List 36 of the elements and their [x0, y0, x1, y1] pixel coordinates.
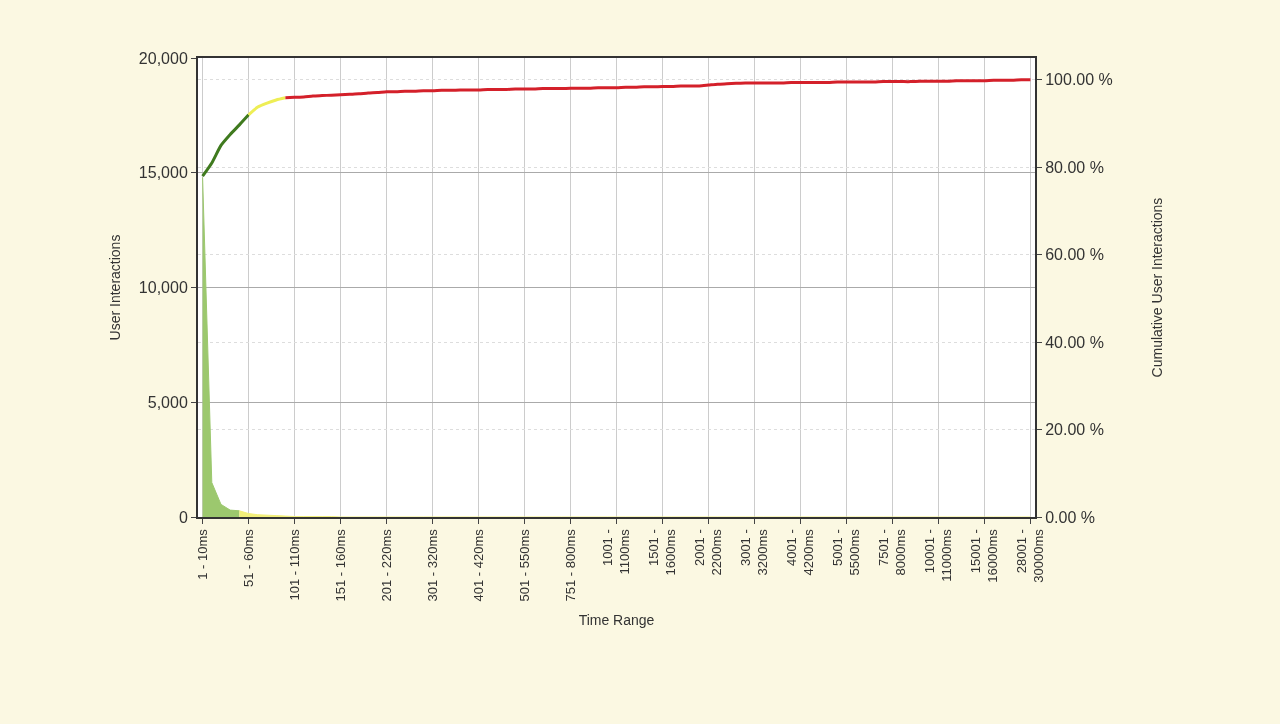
x-tick-label: 1 - 10ms [194, 528, 210, 580]
line-series [247, 96, 287, 117]
x-axis-title: Time Range [578, 612, 655, 629]
x-tick-label: 751 - 800ms [562, 528, 578, 602]
line-series [283, 78, 1032, 100]
x-tick-label: 15001 - 16000ms [968, 528, 1001, 583]
y2-axis-title: Cumulative User Interactions [1148, 197, 1165, 378]
y2-tick-label: 80.00 % [1045, 158, 1104, 176]
y2-tick-label: 0.00 % [1045, 508, 1096, 526]
x-tick-label: 1501 - 1600ms [646, 528, 679, 576]
x-tick-label: 401 - 420ms [470, 528, 486, 602]
x-tick-label: 2001 - 2200ms [692, 528, 725, 576]
y2-tick-label: 100.00 % [1045, 71, 1113, 89]
x-tick-label: 301 - 320ms [424, 528, 440, 602]
x-tick-label: 10001 - 11000ms [922, 528, 955, 582]
y-tick-label: 0 [178, 508, 188, 526]
x-tick-label: 3001 - 3200ms [738, 528, 771, 576]
y-tick-label: 20,000 [138, 49, 188, 67]
x-tick-label: 151 - 160ms [332, 528, 348, 602]
y-tick-label: 15,000 [138, 164, 188, 182]
x-tick-label: 201 - 220ms [378, 528, 394, 602]
x-tick-label: 7501 - 8000ms [876, 528, 909, 576]
y-tick-label: 10,000 [138, 279, 188, 297]
line-series [201, 113, 251, 178]
x-tick-label: 101 - 110ms [286, 528, 302, 601]
y2-tick-label: 60.00 % [1045, 246, 1104, 264]
y2-tick-label: 20.00 % [1045, 421, 1104, 439]
x-tick-label: 1001 - 1100ms [600, 528, 633, 575]
x-tick-label: 28001 - 30000ms [1014, 528, 1047, 583]
x-tick-label: 501 - 550ms [516, 528, 532, 602]
y-tick-label: 5,000 [147, 393, 188, 411]
y-axis-title: User Interactions [106, 234, 123, 341]
y2-tick-label: 40.00 % [1045, 333, 1104, 351]
x-tick-label: 5001 - 5500ms [830, 528, 863, 576]
x-tick-label: 4001 - 4200ms [784, 528, 817, 576]
x-tick-label: 51 - 60ms [240, 528, 256, 588]
